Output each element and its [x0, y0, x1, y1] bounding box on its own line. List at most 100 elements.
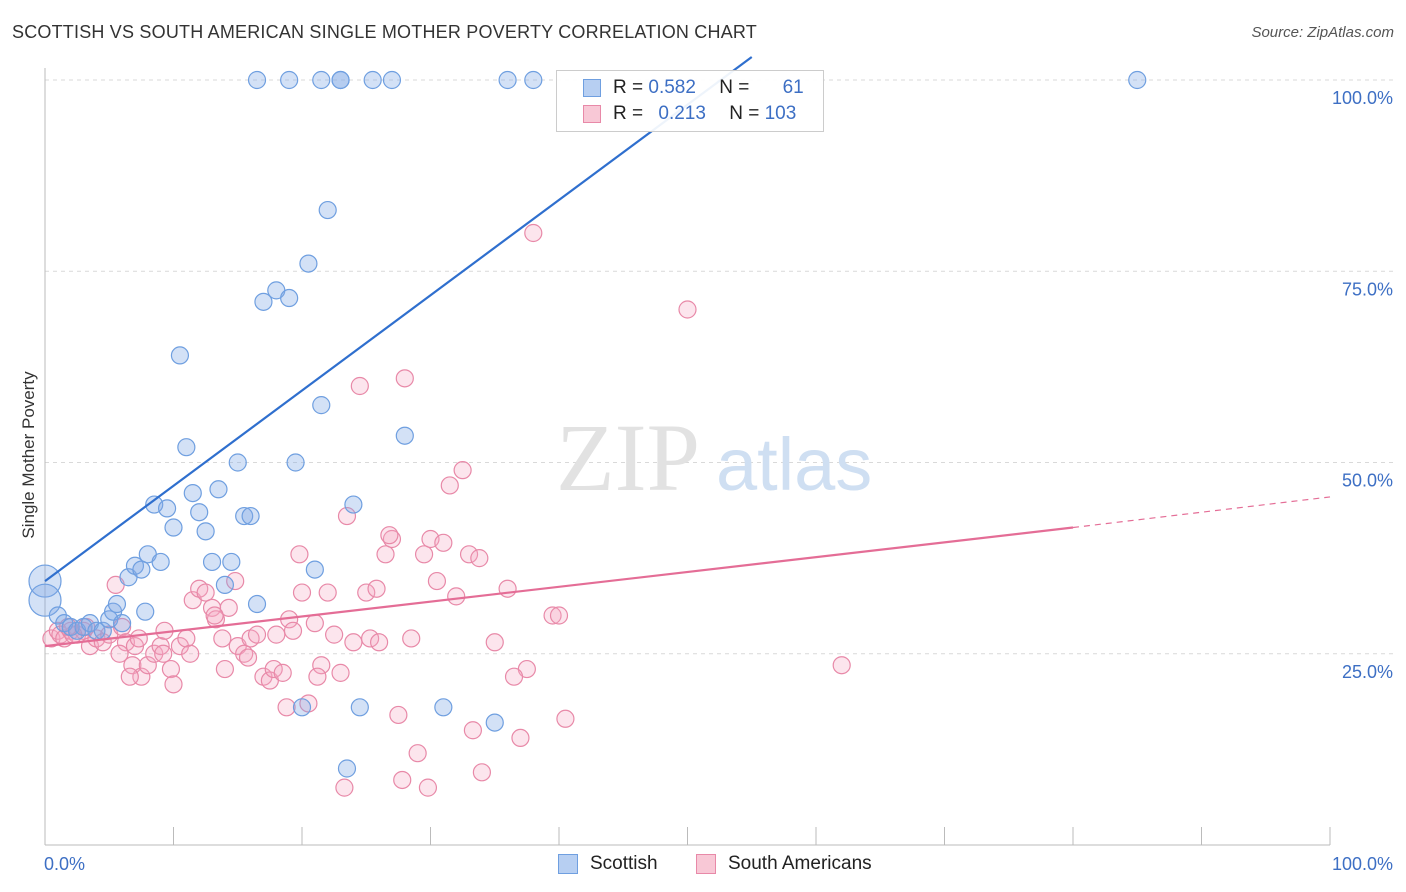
south-americans-point	[470, 549, 489, 568]
legend-r-value: 0.213	[658, 103, 706, 124]
south-americans-point	[264, 659, 283, 679]
south-americans-point	[305, 614, 324, 633]
y-tick-label: 50.0%	[1342, 471, 1393, 491]
legend-r-label: R =	[613, 103, 644, 124]
scottish-point	[157, 499, 177, 518]
scottish-point	[363, 70, 382, 90]
south-americans-point	[549, 606, 569, 625]
scottish-point	[132, 560, 151, 579]
scottish-point	[254, 292, 273, 311]
south-americans-point	[389, 705, 408, 725]
scottish-point	[241, 506, 260, 526]
legend-n-label: N =	[719, 77, 750, 98]
scottish-point	[337, 759, 357, 778]
south-americans-point	[325, 625, 344, 644]
scottish-point	[112, 614, 132, 633]
y-tick-label: 100.0%	[1332, 88, 1393, 108]
legend-r-label: R =	[613, 77, 644, 98]
south-americans-point	[524, 223, 543, 243]
x-tick-label: 0.0%	[44, 854, 85, 874]
legend-r-value: 0.582	[648, 77, 696, 98]
south-americans-point	[380, 526, 399, 545]
scottish-point	[395, 426, 414, 445]
south-americans-point	[215, 659, 234, 679]
south-americans-trend-extension	[1072, 496, 1331, 529]
south-americans-point	[247, 625, 267, 644]
legend-swatch-south-americans	[583, 105, 601, 123]
south-americans-trend-line	[44, 526, 1074, 648]
south-americans-point	[337, 506, 357, 526]
south-americans-point	[205, 606, 224, 625]
south-americans-point	[138, 656, 157, 675]
south-americans-point	[177, 629, 196, 648]
scottish-point	[312, 396, 331, 415]
south-americans-point	[402, 629, 421, 648]
south-americans-point	[414, 545, 434, 564]
south-americans-point	[498, 579, 517, 598]
south-americans-point	[273, 663, 292, 682]
south-americans-point	[361, 629, 380, 648]
south-americans-point	[485, 633, 504, 652]
south-americans-point	[350, 376, 369, 396]
chart-title: SCOTTISH VS SOUTH AMERICAN SINGLE MOTHER…	[12, 22, 757, 42]
south-americans-point	[408, 744, 427, 763]
legend-row-south-americans: R = 0.213 N = 103	[583, 102, 796, 126]
scottish-point	[286, 453, 305, 472]
south-americans-point	[181, 644, 200, 663]
scottish-point	[318, 200, 337, 220]
scottish-point	[222, 552, 241, 572]
south-americans-point	[395, 369, 414, 388]
bottom-legend-south-americans: South Americans	[696, 852, 872, 876]
south-americans-point	[367, 579, 386, 598]
south-americans-point	[440, 476, 459, 495]
south-americans-point	[376, 545, 395, 564]
legend-n-value: 103	[764, 103, 797, 124]
scottish-point	[292, 698, 312, 717]
south-americans-point	[267, 625, 286, 644]
axes	[44, 68, 1331, 846]
south-americans-point	[418, 778, 438, 797]
scottish-point	[524, 70, 543, 90]
south-americans-point	[331, 663, 350, 682]
south-americans-point	[120, 667, 139, 686]
south-americans-point	[110, 644, 129, 663]
bottom-legend-scottish: Scottish	[558, 852, 658, 876]
scottish-point	[235, 506, 254, 526]
south-americans-point	[154, 644, 173, 663]
scottish-point	[151, 552, 170, 572]
south-americans-point	[312, 656, 331, 675]
scottish-point	[107, 594, 127, 614]
scottish-point	[164, 518, 183, 537]
south-americans-point	[357, 583, 376, 602]
south-americans-point	[511, 728, 530, 748]
south-americans-point	[678, 300, 697, 319]
scottish-point	[177, 438, 196, 457]
south-americans-point	[283, 621, 303, 640]
south-americans-point	[427, 571, 447, 591]
scottish-point	[299, 254, 318, 273]
scottish-point	[247, 70, 267, 90]
south-americans-point	[556, 709, 575, 728]
scottish-point	[183, 484, 202, 503]
south-americans-point	[129, 629, 148, 648]
bottom-legend-label: Scottish	[590, 853, 658, 874]
scottish-point	[215, 575, 234, 595]
scottish-point	[312, 70, 331, 90]
scottish-point	[190, 503, 209, 522]
scottish-point	[170, 346, 190, 365]
trend-lines	[44, 56, 1331, 648]
south-americans-point	[453, 461, 472, 480]
tick-labels: 25.0% 50.0% 75.0% 100.0% 0.0% 100.0%	[44, 88, 1393, 874]
scottish-point	[280, 70, 299, 90]
scottish-point	[1128, 70, 1147, 90]
south-americans-point	[504, 667, 524, 686]
scottish-trend-line	[44, 56, 753, 582]
south-americans-point	[196, 583, 215, 602]
watermark-atlas: atlas	[716, 423, 872, 506]
scottish-point	[331, 70, 350, 90]
south-americans-point	[447, 587, 466, 606]
scottish-point	[485, 713, 504, 732]
scottish-point	[136, 602, 155, 621]
scottish-point	[434, 698, 453, 717]
